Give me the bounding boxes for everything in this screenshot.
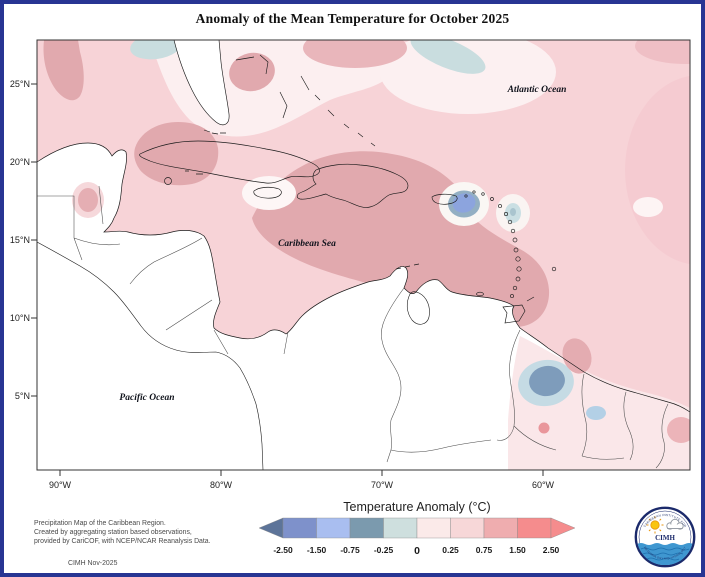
legend-title: Temperature Anomaly (°C)	[343, 500, 491, 514]
legend: Temperature Anomaly (°C) -2.50 -1.50 -0.…	[255, 500, 579, 557]
anomaly-warm-brazil-coast	[667, 417, 690, 443]
hispaniola	[296, 163, 409, 208]
svg-text:10°N: 10°N	[10, 313, 30, 323]
pacific-coastline	[37, 241, 264, 470]
lake-maracaibo	[406, 291, 430, 325]
svg-text:90°W: 90°W	[49, 480, 72, 490]
legend-tick: -2.50	[273, 545, 293, 555]
legend-tick-labels: -2.50 -1.50 -0.75 -0.25 0 0.25 0.75 1.50…	[255, 545, 579, 557]
cloud-icon	[666, 518, 684, 530]
legend-segment	[282, 517, 317, 539]
map-canvas: Atlantic Ocean Caribbean Sea Pacific Oce…	[10, 39, 691, 490]
legend-tick: -1.50	[306, 545, 327, 555]
anomaly-cool-guyana-core	[529, 365, 565, 397]
anomaly-warm-right-atlantic	[625, 75, 690, 265]
svg-text:5°N: 5°N	[15, 391, 30, 401]
legend-segment	[416, 517, 451, 539]
puerto-rico	[431, 193, 458, 205]
svg-text:25°N: 25°N	[10, 79, 30, 89]
anomaly-warm-central-caribbean	[252, 151, 550, 328]
anomaly-warm-sw-cuba	[134, 122, 219, 186]
margarita	[476, 291, 484, 297]
caribbean-coastline	[37, 142, 690, 413]
atlantic-ocean-label: Atlantic Ocean	[507, 85, 567, 95]
svg-text:15°N: 15°N	[10, 235, 30, 245]
legend-arrow-left	[258, 517, 284, 539]
anomaly-neutral-top-center	[380, 40, 556, 114]
anomaly-cool-west-florida	[130, 40, 182, 60]
lesser-antilles	[464, 190, 557, 298]
leeward-cool-center	[510, 208, 516, 216]
credits-stamp: CIMH Nov-2025	[68, 560, 118, 567]
anomaly-warm-grand-bahama	[229, 52, 275, 92]
wave-lines	[640, 547, 690, 561]
abc-islands	[395, 263, 420, 270]
country-borders	[37, 185, 669, 469]
anomaly-warm-topleft-tongue	[43, 40, 84, 101]
legend-segment	[517, 517, 552, 539]
anomaly-warm-yucatan-spot	[78, 188, 98, 212]
puertorico-cool-core	[452, 193, 476, 213]
cayman-islands	[185, 170, 203, 175]
page-title: Anomaly of the Mean Temperature for Octo…	[195, 11, 510, 26]
legend-tick: 1.50	[509, 545, 526, 555]
anomaly-warm-dot-guyana	[538, 422, 550, 434]
legend-segment	[349, 517, 384, 539]
svg-text:20°N: 20°N	[10, 157, 30, 167]
jamaica-neutral-halo	[242, 176, 296, 210]
tobago	[526, 296, 535, 302]
legend-tick: 0	[414, 545, 420, 557]
svg-text:60°W: 60°W	[532, 480, 555, 490]
credits-line: provided by CariCOF, with NCEP/NCAR Rean…	[34, 538, 211, 545]
legend-arrow-right	[550, 517, 576, 539]
anomaly-warm-guyana-coast	[562, 338, 592, 374]
jamaica	[253, 186, 282, 199]
cimh-logo: CIMH CARIBBEAN INSTITUTE FOR METEOROLOGY…	[634, 506, 696, 568]
legend-tick: -0.75	[340, 545, 360, 555]
anomaly-warm-top-center	[303, 40, 407, 68]
legend-segment	[316, 517, 351, 539]
logo-cimh-text: CIMH	[655, 534, 675, 542]
plot-frame	[36, 39, 691, 471]
anomaly-cool-top-center	[410, 40, 486, 74]
legend-tick: 0.75	[475, 545, 493, 555]
isla-juventud	[164, 177, 172, 185]
svg-text:80°W: 80°W	[210, 480, 233, 490]
caribbean-sea-label: Caribbean Sea	[278, 239, 336, 249]
florida	[173, 40, 230, 126]
credits-line: Created by aggregating station based obs…	[34, 529, 192, 536]
credits-line: Precipitation Map of the Caribbean Regio…	[34, 520, 166, 527]
legend-tick: 2.50	[542, 545, 560, 555]
legend-segment	[483, 517, 518, 539]
y-axis	[31, 83, 37, 397]
trinidad	[502, 304, 526, 324]
water-waves	[637, 543, 693, 565]
legend-segment	[383, 517, 418, 539]
florida-keys	[203, 129, 226, 135]
pacific-ocean-label: Pacific Ocean	[119, 393, 174, 403]
y-axis-labels: 25°N 20°N 15°N 10°N 5°N	[10, 79, 30, 401]
legend-tick: -0.25	[373, 545, 394, 555]
credits: Precipitation Map of the Caribbean Regio…	[34, 519, 211, 546]
anomaly-neutral-right-oval	[633, 197, 663, 217]
anomaly-cool-suriname-spot	[586, 406, 606, 420]
bahamas	[235, 54, 376, 147]
islands	[139, 40, 557, 324]
x-axis	[59, 470, 544, 476]
sun-icon	[646, 516, 664, 534]
cuba	[139, 140, 320, 184]
svg-text:70°W: 70°W	[371, 480, 394, 490]
x-axis-labels: 90°W 80°W 70°W 60°W	[49, 480, 555, 490]
legend-colorbar	[258, 517, 576, 539]
anomaly-warm-topright	[635, 40, 690, 64]
legend-segment	[450, 517, 485, 539]
legend-tick: 0.25	[442, 545, 459, 555]
